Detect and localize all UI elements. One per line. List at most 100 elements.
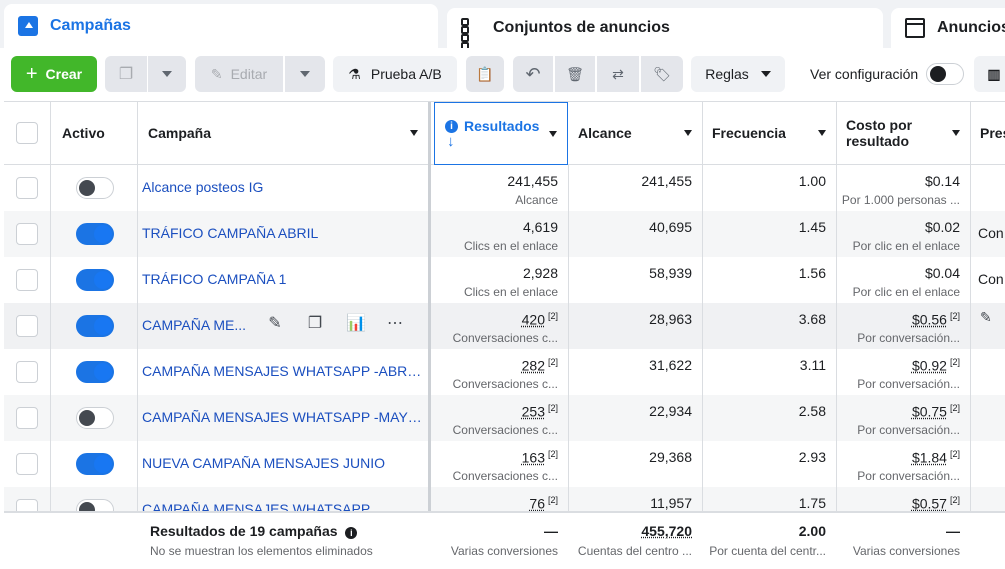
footer-cost: — Varias conversiones [836,513,970,569]
reach-cell: 31,622 [568,349,702,395]
row-checkbox[interactable] [16,223,38,245]
row-checkbox[interactable] [16,453,38,475]
cost-number: $0.57 [911,495,947,512]
results-sub: Conversaciones c... [452,423,558,437]
table-row[interactable]: NUEVA CAMPAÑA MENSAJES JUNIO 163 [2] Conv… [4,441,1005,487]
row-active-toggle[interactable] [76,269,114,291]
tab-adsets[interactable]: Conjuntos de anuncios [447,8,883,50]
footnote-marker: [2] [547,495,558,505]
row-checkbox[interactable] [16,315,38,337]
view-config-label: Ver configuración [810,66,919,82]
row-checkbox[interactable] [16,269,38,291]
cost-number: $0.75 [911,403,947,420]
delete-button[interactable]: 🗑 [555,56,595,92]
duplicate-dropdown[interactable] [148,56,186,92]
tag-button[interactable]: 🏷 [641,56,683,92]
tab-ads[interactable]: Anuncios [891,8,1005,48]
results-number: 4,619 [522,219,558,235]
campaign-icon [18,16,38,36]
campaign-name-link[interactable]: CAMPAÑA ME... [142,317,246,333]
campaign-name-link[interactable]: Alcance posteos IG [142,179,264,195]
header-budget[interactable]: Pres [970,102,1005,164]
header-frequency[interactable]: Frecuencia [702,102,836,164]
clipboard-icon: 📋 [476,65,494,82]
row-active-toggle[interactable] [76,177,114,199]
sort-caret-icon [818,130,826,136]
tab-campaigns-label: Campañas [50,17,131,34]
reach-value: 241,455 [641,173,692,189]
header-campaign[interactable]: Campaña [138,102,428,164]
campaign-name-link[interactable]: NUEVA CAMPAÑA MENSAJES JUNIO [142,455,385,471]
results-value: 2,928 [523,265,558,281]
sort-caret-icon [549,131,557,137]
campaign-name-link[interactable]: CAMPAÑA MENSAJES WHATSAPP -ABRIL ... [142,363,422,379]
table-row[interactable]: CAMPAÑA ME... ✎ ❐ 📊 ⋯ 420 [2] Conversacio… [4,303,1005,349]
campaign-name-link[interactable]: CAMPAÑA MENSAJES WHATSAPP -MAYO ... [142,409,422,425]
tab-campaigns[interactable]: Campañas [4,4,438,48]
header-cost-per-result[interactable]: Costo por resultado [836,102,970,164]
results-number: 2,928 [522,265,558,281]
results-number: 420 [521,311,545,328]
undo-button[interactable]: ↶ [513,56,553,92]
cost-sub: Por conversación... [857,469,960,483]
results-number: 163 [521,449,545,466]
table-row[interactable]: CAMPAÑA MENSAJES WHATSAPP -MAYO ... 253[… [4,395,1005,441]
select-all-checkbox[interactable] [16,122,38,144]
results-number: 282 [521,357,545,374]
header-results[interactable]: i Resultados ↓ [434,102,568,165]
frequency-value: 3.11 [799,357,826,373]
info-icon[interactable]: i [345,527,358,539]
rules-dropdown[interactable]: Reglas [691,56,785,92]
swap-button[interactable]: ⇄ [597,56,639,92]
campaign-name-link[interactable]: TRÁFICO CAMPAÑA ABRIL [142,225,319,241]
row-active-toggle[interactable] [76,453,114,475]
cost-cell: $1.84 [2] Por conversación... [836,441,970,487]
plus-icon: + [25,62,38,85]
table-row[interactable]: Alcance posteos IG 241,455 Alcance 241,4… [4,165,1005,211]
results-cell: 420 [2] Conversaciones c... [434,303,568,349]
reach-cell: 11,957 [568,487,702,533]
select-all-cell [4,102,50,164]
row-active-toggle[interactable] [76,361,114,383]
results-value: 76 [2] [529,495,558,512]
create-button[interactable]: + Crear [11,56,97,92]
row-checkbox[interactable] [16,407,38,429]
chart-icon[interactable]: 📊 [346,315,366,332]
results-cell: 163 [2] Conversaciones c... [434,441,568,487]
row-checkbox[interactable] [16,361,38,383]
edit-button[interactable]: ✎ Editar [195,56,283,92]
campaign-name-link[interactable]: TRÁFICO CAMPAÑA 1 [142,271,287,287]
header-active[interactable]: Activo [52,102,138,164]
footnote-marker: [2] [949,311,960,321]
footer-frequency-sub: Por cuenta del centr... [709,544,826,558]
table-row[interactable]: CAMPAÑA MENSAJES WHATSAPP -ABRIL ... 282… [4,349,1005,395]
table-row[interactable]: TRÁFICO CAMPAÑA ABRIL 4,619 Clics en el … [4,211,1005,257]
columns-button[interactable]: ▥ [974,56,1005,92]
duplicate-icon[interactable]: ❐ [307,315,323,332]
cost-sub: Por conversación... [857,377,960,391]
row-checkbox[interactable] [16,177,38,199]
tab-adsets-label: Conjuntos de anuncios [493,19,670,36]
frequency-cell: 2.93 [702,441,836,487]
cost-number: $0.92 [911,357,947,374]
header-reach[interactable]: Alcance [568,102,702,164]
results-sub: Conversaciones c... [452,331,558,345]
edit-dropdown[interactable] [285,56,325,92]
row-active-toggle[interactable] [76,223,114,245]
clipboard-button[interactable]: 📋 [466,56,504,92]
header-active-label: Activo [62,125,105,141]
view-config-toggle[interactable] [926,63,964,85]
row-active-toggle[interactable] [76,407,114,429]
row-budget: Con [978,225,1004,241]
ab-test-button[interactable]: ⚗ Prueba A/B [333,56,457,92]
pencil-icon[interactable]: ✎ [268,315,282,332]
frequency-cell: 3.68 [702,303,836,349]
results-value: 4,619 [523,219,558,235]
duplicate-button[interactable]: ❐ [105,56,147,92]
tag-icon: 🏷 [653,65,671,82]
more-icon[interactable]: ⋯ [387,315,403,332]
cost-cell: $0.75 [2] Por conversación... [836,395,970,441]
edit-budget-icon[interactable]: ✎ [980,309,992,325]
row-active-toggle[interactable] [76,315,114,337]
table-row[interactable]: TRÁFICO CAMPAÑA 1 2,928 Clics en el enla… [4,257,1005,303]
